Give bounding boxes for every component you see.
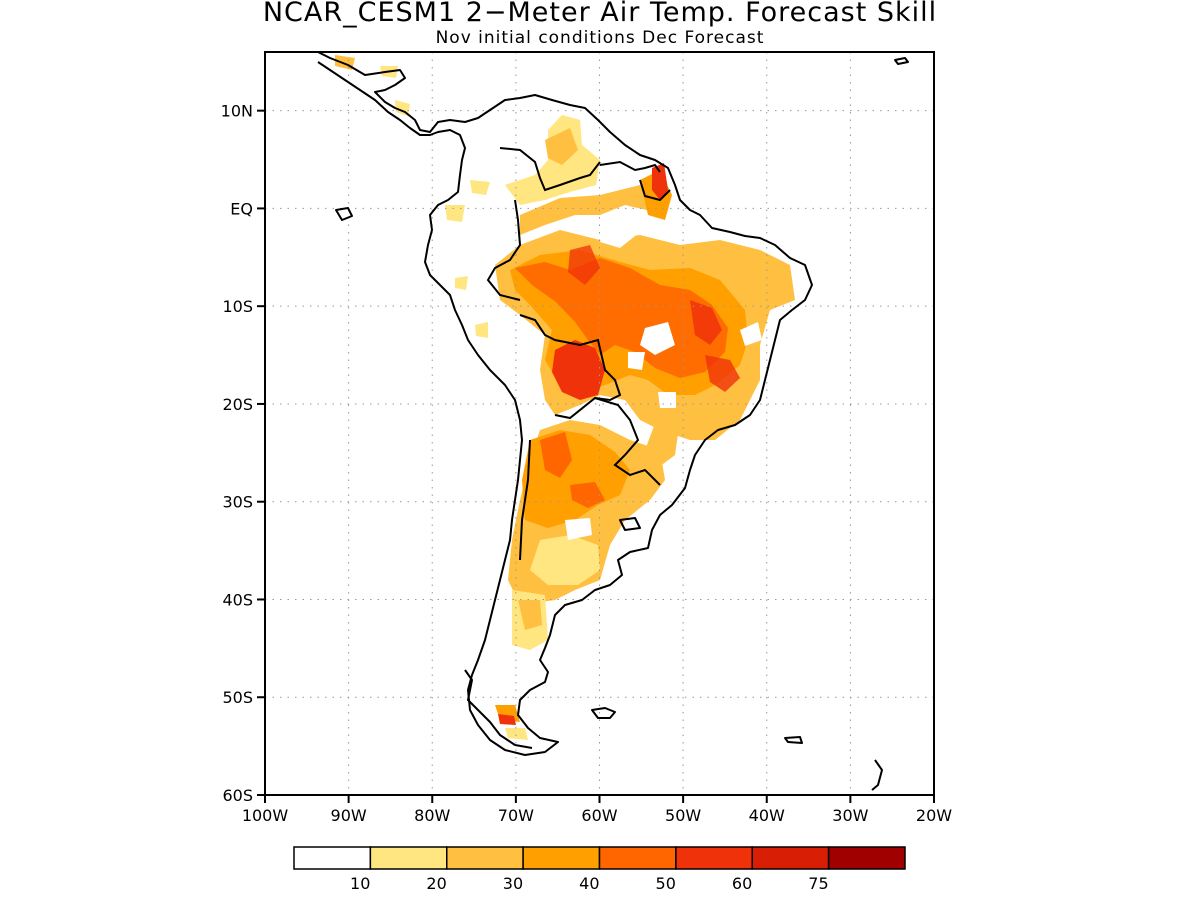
lon-tick-label: 80W: [414, 806, 450, 825]
colorbar-swatch: [598, 846, 677, 870]
lon-tick-label: 70W: [498, 806, 534, 825]
map-subtitle: Nov initial conditions Dec Forecast: [435, 28, 765, 48]
colorbar-label: 40: [579, 874, 599, 893]
colorbar-swatch: [369, 846, 448, 870]
colorbar-label: 20: [426, 874, 446, 893]
colorbar-swatch: [293, 846, 372, 870]
colorbar-label: 50: [656, 874, 676, 893]
lat-tick-label: 60S: [222, 786, 253, 805]
coastlines: [317, 52, 909, 791]
colorbar-label: 30: [503, 874, 523, 893]
colorbar-swatch: [751, 846, 830, 870]
lat-tick-label: 10N: [221, 102, 253, 121]
lon-tick-label: 20W: [916, 806, 952, 825]
lon-tick-label: 90W: [331, 806, 367, 825]
lat-tick-label: 50S: [222, 688, 253, 707]
country-borders: [486, 147, 671, 561]
lat-tick-label: 10S: [222, 297, 253, 316]
lon-tick-label: 60W: [581, 806, 617, 825]
colorbar-swatch: [675, 846, 753, 870]
colorbar: 10 20 30 40 50 60 75: [293, 846, 906, 893]
colorbar-label: 10: [350, 874, 370, 893]
lon-tick-label: 40W: [749, 806, 785, 825]
latitude-ticks: 10N EQ 10S 20S 30S 40S 50S 60S: [221, 102, 265, 805]
map-title: NCAR_CESM1 2−Meter Air Temp. Forecast Sk…: [262, 0, 938, 28]
lon-tick-label: 30W: [832, 806, 868, 825]
longitude-ticks: 100W 90W 80W 70W 60W 50W 40W 30W 20W: [242, 795, 952, 825]
skill-shading: [335, 55, 795, 740]
colorbar-swatch: [446, 846, 524, 870]
colorbar-swatch: [827, 846, 906, 870]
colorbar-label: 75: [808, 874, 828, 893]
lon-tick-label: 100W: [242, 806, 289, 825]
lat-tick-label: 30S: [222, 493, 253, 512]
lat-tick-label: EQ: [230, 199, 253, 218]
lon-tick-label: 50W: [665, 806, 701, 825]
lat-tick-label: 40S: [222, 590, 253, 609]
lat-tick-label: 20S: [222, 395, 253, 414]
colorbar-swatch: [522, 846, 601, 870]
colorbar-label: 60: [732, 874, 752, 893]
